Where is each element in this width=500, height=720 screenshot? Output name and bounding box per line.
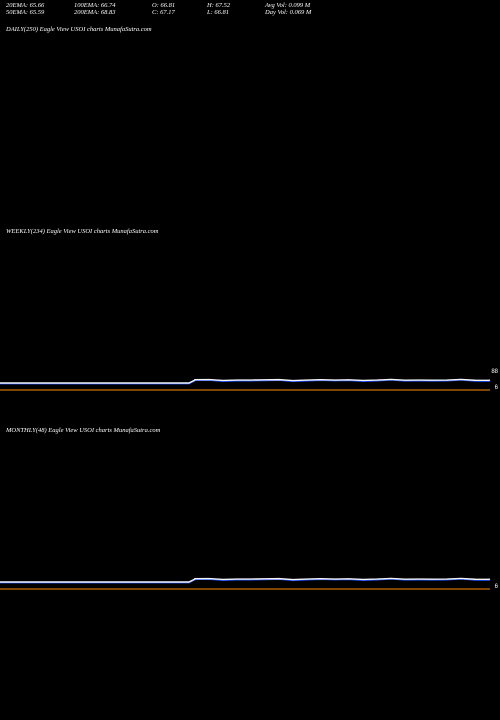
- stat-avgvol: Avg Vol: 0.099 M: [265, 2, 310, 9]
- chart-area-weekly: 88 6: [0, 235, 500, 435]
- chart-panel-weekly: WEEKLY(234) Eagle View USOI charts Munaf…: [0, 228, 500, 428]
- chart-panel-monthly: MONTHLY(48) Eagle View USOI charts Munaf…: [0, 427, 500, 627]
- chart-svg-monthly: [0, 434, 500, 634]
- stat-200ema: 200EMA: 68.83: [74, 9, 152, 16]
- stat-open: O: 66.81: [152, 2, 207, 9]
- stats-row-2: 50EMA: 65.59 200EMA: 68.83 C: 67.17 L: 6…: [6, 9, 494, 16]
- stat-close: C: 67.17: [152, 9, 207, 16]
- stat-low: L: 66.81: [207, 9, 265, 16]
- chart-title-monthly: MONTHLY(48) Eagle View USOI charts Munaf…: [0, 427, 500, 434]
- y-axis-label: 6: [495, 385, 498, 391]
- chart-area-monthly: 6: [0, 434, 500, 634]
- stat-50ema: 50EMA: 65.59: [6, 9, 74, 16]
- stat-20ema: 20EMA: 65.66: [6, 2, 74, 9]
- y-axis-label: 88: [491, 369, 498, 375]
- chart-title-weekly: WEEKLY(234) Eagle View USOI charts Munaf…: [0, 228, 500, 235]
- stat-dayvol: Day Vol: 0.069 M: [265, 9, 311, 16]
- stats-bar: 20EMA: 65.66 100EMA: 66.74 O: 66.81 H: 6…: [0, 0, 500, 18]
- y-axis-label: 6: [495, 584, 498, 590]
- stat-high: H: 67.52: [207, 2, 265, 9]
- chart-panel-daily: DAILY(250) Eagle View USOI charts Munafa…: [0, 26, 500, 226]
- stats-row-1: 20EMA: 65.66 100EMA: 66.74 O: 66.81 H: 6…: [6, 2, 494, 9]
- chart-svg-weekly: [0, 235, 500, 435]
- chart-title-daily: DAILY(250) Eagle View USOI charts Munafa…: [0, 26, 500, 33]
- stat-100ema: 100EMA: 66.74: [74, 2, 152, 9]
